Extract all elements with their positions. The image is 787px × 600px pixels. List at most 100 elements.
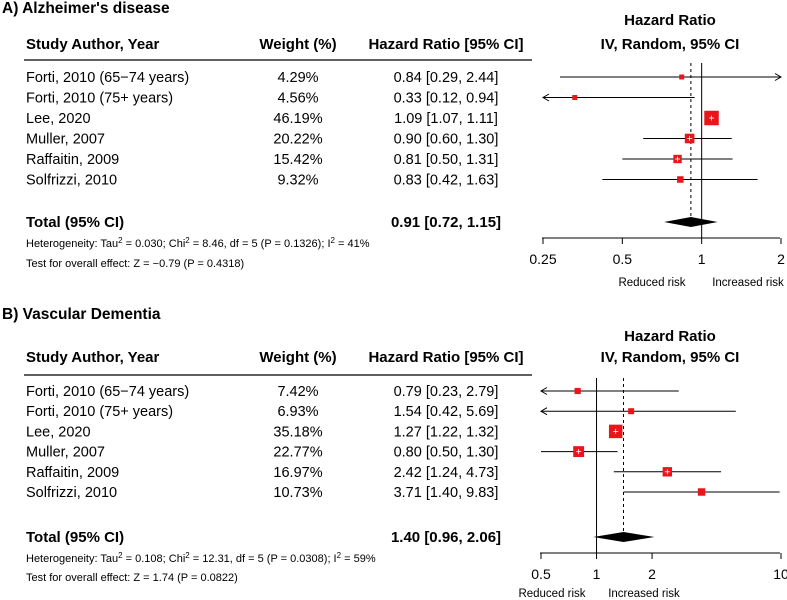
study-marker-group <box>613 467 722 477</box>
ci-arrow-left <box>540 407 548 416</box>
study-label: Forti, 2010 (75+ years) <box>26 404 173 420</box>
heterogeneity-text: Heterogeneity: Tau2 = 0.030; Chi2 = 8.46… <box>26 236 370 250</box>
header-hazard-ratio: Hazard Ratio [95% CI] <box>368 349 523 366</box>
study-weight: 10.73% <box>273 485 322 501</box>
study-weight: 4.29% <box>277 70 318 86</box>
study-point-estimate <box>697 488 706 496</box>
study-label: Lee, 2020 <box>26 424 91 440</box>
reduced-risk-label: Reduced risk <box>518 588 585 600</box>
overall-effect-text: Test for overall effect: Z = −0.79 (P = … <box>26 258 244 270</box>
ci-arrow-left <box>540 387 548 395</box>
study-hazard-ratio: 0.81 [0.50, 1.31] <box>394 152 499 168</box>
study-weight: 46.19% <box>273 111 322 127</box>
study-row: Raffaitin, 2009 16.97% 2.42 [1.24, 4.73] <box>26 465 498 481</box>
study-hazard-ratio: 1.54 [0.42, 5.69] <box>394 404 499 420</box>
study-row: Solfrizzi, 2010 9.32% 0.83 [0.42, 1.63] <box>26 173 498 189</box>
study-label: Muller, 2007 <box>26 132 105 148</box>
study-label: Forti, 2010 (65−74 years) <box>26 70 189 86</box>
study-hazard-ratio: 0.83 [0.42, 1.63] <box>394 173 499 189</box>
study-label: Forti, 2010 (75+ years) <box>26 91 173 107</box>
panel-title: B) Vascular Dementia <box>2 306 161 323</box>
study-label: Lee, 2020 <box>26 111 91 127</box>
study-marker-group <box>643 133 732 144</box>
overall-effect-text: Test for overall effect: Z = 1.74 (P = 0… <box>26 572 238 584</box>
study-weight: 16.97% <box>273 465 322 481</box>
study-hazard-ratio: 2.42 [1.24, 4.73] <box>394 465 499 481</box>
panel-alzheimers: A) Alzheimer's disease Hazard Ratio IV, … <box>2 0 785 289</box>
study-rows: Forti, 2010 (65−74 years) 7.42% 0.79 [0.23… <box>26 384 498 501</box>
header-study: Study Author, Year <box>26 36 160 53</box>
pooled-estimate-diamond <box>593 532 655 542</box>
study-label: Solfrizzi, 2010 <box>26 173 117 189</box>
ci-arrow-right <box>774 73 782 81</box>
study-weight: 15.42% <box>273 152 322 168</box>
header-study: Study Author, Year <box>26 349 160 366</box>
reduced-risk-label: Reduced risk <box>618 277 685 289</box>
heterogeneity-text: Heterogeneity: Tau2 = 0.108; Chi2 = 12.3… <box>26 551 376 565</box>
x-tick-label: 0.5 <box>531 566 551 582</box>
x-tick-label: 0.25 <box>529 251 556 267</box>
study-label: Raffaitin, 2009 <box>26 152 119 168</box>
study-row: Muller, 2007 22.77% 0.80 [0.50, 1.30] <box>26 445 498 461</box>
study-row: Solfrizzi, 2010 10.73% 3.71 [1.40, 9.83] <box>26 485 498 501</box>
total-hazard-ratio: 1.40 [0.96, 2.06] <box>391 529 501 546</box>
study-row: Forti, 2010 (75+ years) 6.93% 1.54 [0.42, … <box>26 404 498 420</box>
x-tick-label: 0.5 <box>613 251 633 267</box>
study-weight: 6.93% <box>277 404 318 420</box>
study-point-estimate <box>574 387 581 395</box>
panel-title: A) Alzheimer's disease <box>2 0 170 17</box>
forest-plot-area: 0.5 1 2 10 <box>531 378 787 582</box>
study-row: Forti, 2010 (65−74 years) 7.42% 0.79 [0.23… <box>26 384 498 400</box>
study-point-estimate <box>679 74 685 80</box>
x-tick-label: 1 <box>593 566 601 582</box>
study-hazard-ratio: 0.33 [0.12, 0.94] <box>394 91 499 107</box>
study-row: Muller, 2007 20.22% 0.90 [0.60, 1.30] <box>26 132 498 148</box>
study-marker-group <box>622 154 733 164</box>
total-hazard-ratio: 0.91 [0.72, 1.15] <box>391 214 501 231</box>
study-weight: 20.22% <box>273 132 322 148</box>
study-point-estimate <box>677 176 684 183</box>
x-tick-label: 10 <box>773 566 787 582</box>
study-marker-group <box>623 488 780 496</box>
total-label: Total (95% CI) <box>26 529 124 546</box>
study-marker-group <box>704 110 719 126</box>
plot-title-line2: IV, Random, 95% CI <box>601 349 740 366</box>
study-hazard-ratio: 3.71 [1.40, 9.83] <box>394 485 499 501</box>
study-weight: 35.18% <box>273 424 322 440</box>
study-marker-group <box>541 446 618 458</box>
study-label: Solfrizzi, 2010 <box>26 485 117 501</box>
study-label: Forti, 2010 (65−74 years) <box>26 384 189 400</box>
study-point-estimate <box>628 408 635 415</box>
plot-title-line1: Hazard Ratio <box>624 328 716 345</box>
increased-risk-label: Increased risk <box>712 277 784 289</box>
x-tick-label: 1 <box>698 251 706 267</box>
study-label: Raffaitin, 2009 <box>26 465 119 481</box>
study-marker-group <box>540 387 679 395</box>
study-row: Forti, 2010 (75+ years) 4.56% 0.33 [0.12, … <box>26 91 498 107</box>
study-marker-group <box>602 176 758 183</box>
study-row: Raffaitin, 2009 15.42% 0.81 [0.50, 1.31] <box>26 152 498 168</box>
study-hazard-ratio: 0.80 [0.50, 1.30] <box>394 445 499 461</box>
study-row: Lee, 2020 46.19% 1.09 [1.07, 1.11] <box>26 111 498 127</box>
x-tick-label: 2 <box>648 566 656 582</box>
study-hazard-ratio: 1.27 [1.22, 1.32] <box>394 424 499 440</box>
study-hazard-ratio: 0.79 [0.23, 2.79] <box>394 384 499 400</box>
study-hazard-ratio: 1.09 [1.07, 1.11] <box>394 111 498 127</box>
study-point-estimate <box>572 95 578 100</box>
total-label: Total (95% CI) <box>26 214 124 231</box>
study-hazard-ratio: 0.90 [0.60, 1.30] <box>394 132 499 148</box>
study-row: Forti, 2010 (65−74 years) 4.29% 0.84 [0.29… <box>26 70 498 86</box>
header-weight: Weight (%) <box>259 36 336 53</box>
increased-risk-label: Increased risk <box>608 588 680 600</box>
study-row: Lee, 2020 35.18% 1.27 [1.22, 1.32] <box>26 424 498 440</box>
plot-title-line1: Hazard Ratio <box>624 12 716 29</box>
header-hazard-ratio: Hazard Ratio [95% CI] <box>368 36 523 53</box>
forest-plot-area: 0.25 0.5 1 2 <box>529 63 785 267</box>
study-marker-group <box>559 73 782 81</box>
study-marker-group <box>542 93 695 102</box>
pooled-estimate-diamond <box>664 217 718 227</box>
study-rows: Forti, 2010 (65−74 years) 4.29% 0.84 [0.29… <box>26 70 498 189</box>
study-marker-group <box>608 424 623 439</box>
ci-arrow-left <box>542 93 550 102</box>
